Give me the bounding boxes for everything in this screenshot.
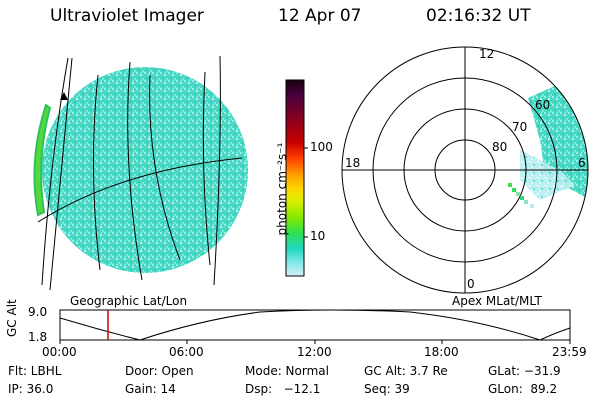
altitude-ytick-low: 1.8 xyxy=(28,330,48,344)
altitude-xtick-0000: 00:00 xyxy=(42,345,77,359)
time-label: 02:16:32 UT xyxy=(426,6,531,26)
lat-lon-grid xyxy=(37,55,243,291)
altitude-xtick-1800: 18:00 xyxy=(424,345,459,359)
altitude-ylabel: GC Alt xyxy=(5,299,19,337)
gain-info: Gain: 14 xyxy=(125,382,176,396)
auroral-region xyxy=(528,70,588,200)
mlt-label-0: 0 xyxy=(467,277,475,291)
dsp-info: Dsp: −12.1 xyxy=(245,382,321,396)
altitude-curve xyxy=(59,309,571,341)
mode-info: Mode: Normal xyxy=(245,364,329,378)
altitude-xtick-0600: 06:00 xyxy=(169,345,204,359)
altitude-ytick-high: 9.0 xyxy=(28,305,48,319)
mlt-label-18: 18 xyxy=(345,156,361,170)
limb-emission xyxy=(33,103,52,217)
spot-emission xyxy=(508,183,534,208)
altitude-xtick-1200: 12:00 xyxy=(297,345,332,359)
lat-label-80: 80 xyxy=(492,140,508,154)
altitude-xtick-2359: 23:59 xyxy=(552,345,587,359)
direction-arrow-icon xyxy=(60,92,68,100)
seq-info: Seq: 39 xyxy=(364,382,410,396)
mlt-label-12: 12 xyxy=(479,47,495,61)
lat-label-70: 70 xyxy=(512,120,528,134)
glon-info: GLon: 89.2 xyxy=(488,382,558,396)
lat-label-60: 60 xyxy=(535,98,551,112)
colorbar-tick-100: 100 xyxy=(310,140,333,154)
mlt-label-6: 6 xyxy=(578,156,586,170)
glat-info: GLat: −31.9 xyxy=(488,364,561,378)
polar-caption: Apex MLat/MLT xyxy=(452,294,542,308)
filter-info: Flt: LBHL xyxy=(8,364,62,378)
colorbar-label: photon cm⁻²s⁻¹ xyxy=(275,142,289,236)
date-label: 12 Apr 07 xyxy=(278,6,362,26)
instrument-title: Ultraviolet Imager xyxy=(50,6,204,26)
geographic-caption: Geographic Lat/Lon xyxy=(70,294,188,308)
earth-disk xyxy=(42,67,248,273)
ip-info: IP: 36.0 xyxy=(8,382,54,396)
colorbar-tick-10: 10 xyxy=(310,229,326,243)
door-info: Door: Open xyxy=(125,364,194,378)
gc-alt-info: GC Alt: 3.7 Re xyxy=(364,364,448,378)
